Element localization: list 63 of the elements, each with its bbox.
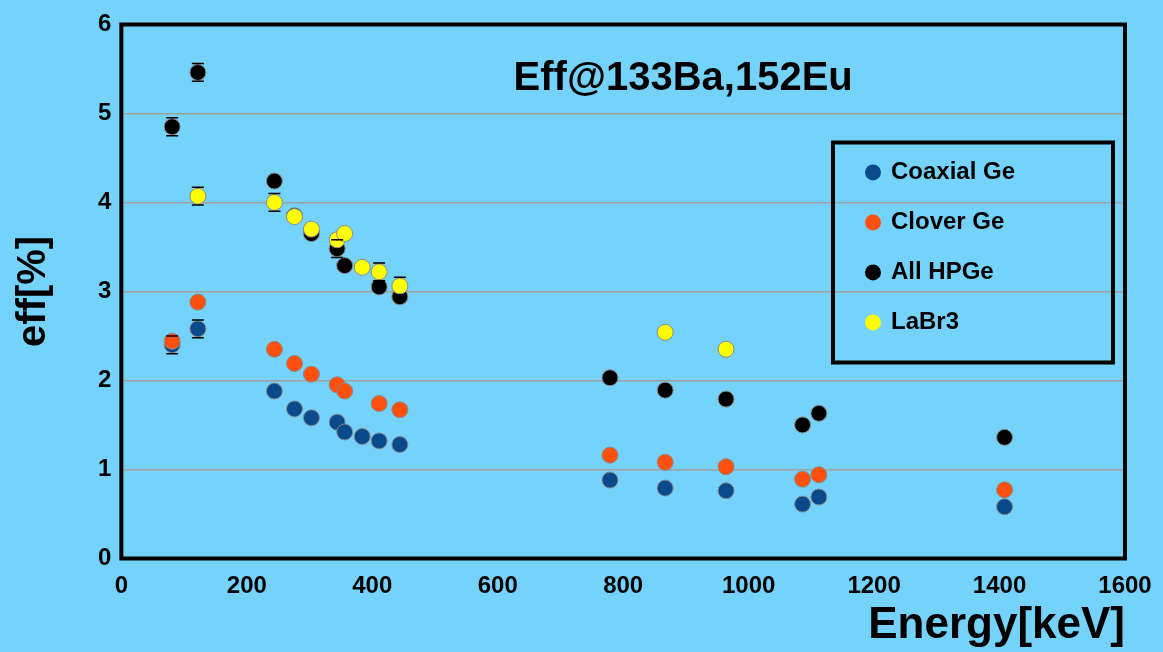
point — [265, 382, 283, 400]
y-tick-label: 0 — [97, 543, 112, 571]
point — [336, 382, 354, 400]
point — [265, 172, 283, 190]
point — [656, 479, 674, 497]
point — [370, 432, 388, 450]
legend-label: Clover Ge — [891, 207, 1005, 235]
point — [656, 381, 674, 399]
legend-label: LaBr3 — [891, 307, 960, 335]
x-tick-label: 1400 — [972, 571, 1027, 599]
y-tick-label: 3 — [97, 276, 112, 304]
text: Eff@133Ba,152Eu — [513, 54, 853, 99]
point — [996, 481, 1014, 499]
y-tick-label: 1 — [97, 454, 112, 482]
x-tick-label: 1600 — [1098, 571, 1152, 599]
point — [717, 458, 735, 476]
point — [996, 498, 1014, 516]
x-tick-label: 1000 — [721, 571, 776, 599]
point — [717, 340, 735, 358]
y-tick-label: 6 — [97, 9, 112, 37]
point — [794, 416, 812, 434]
point — [302, 365, 320, 383]
point — [302, 409, 320, 427]
point — [353, 258, 371, 276]
point — [601, 471, 619, 489]
legend-label: All HPGe — [891, 257, 994, 285]
point — [717, 390, 735, 408]
point — [285, 400, 303, 418]
point — [285, 354, 303, 372]
point — [810, 466, 828, 484]
point — [302, 220, 320, 238]
point — [656, 323, 674, 341]
x-tick-label: 800 — [603, 571, 644, 599]
point — [810, 404, 828, 422]
point — [391, 435, 409, 453]
y-tick-label: 2 — [97, 365, 112, 393]
point — [601, 446, 619, 464]
point — [265, 340, 283, 358]
legend-label: Coaxial Ge — [891, 157, 1016, 185]
y-axis-title: eff[%] — [9, 235, 54, 347]
y-tick-label: 4 — [97, 187, 112, 215]
x-tick-label: 400 — [352, 571, 393, 599]
point — [810, 488, 828, 506]
point — [717, 482, 735, 500]
point — [336, 257, 354, 275]
point — [336, 225, 354, 243]
x-tick-label: 1200 — [847, 571, 901, 599]
point — [794, 495, 812, 513]
x-tick-label: 600 — [477, 571, 518, 599]
x-tick-label: 200 — [226, 571, 267, 599]
point — [601, 369, 619, 387]
point — [794, 470, 812, 488]
point — [656, 453, 674, 471]
point — [353, 427, 371, 445]
point — [189, 293, 207, 311]
y-tick-label: 5 — [97, 98, 112, 126]
x-tick-label: 0 — [114, 571, 129, 599]
point — [996, 428, 1014, 446]
x-axis-title: Energy[keV] — [868, 597, 1125, 647]
point — [370, 278, 388, 296]
point — [370, 395, 388, 413]
point — [336, 423, 354, 441]
point — [391, 401, 409, 419]
